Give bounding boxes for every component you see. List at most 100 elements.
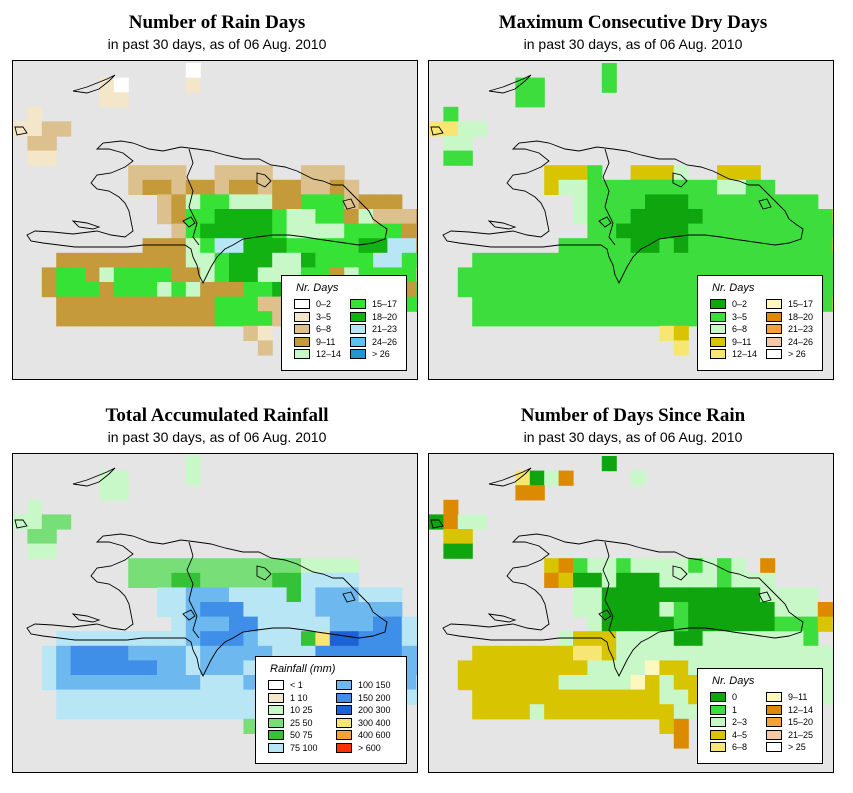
legend-item: 0 — [710, 691, 737, 703]
grid-cell — [457, 136, 473, 152]
grid-cell — [99, 77, 115, 93]
grid-cell — [185, 311, 201, 327]
legend-label: 10 25 — [290, 705, 313, 716]
grid-cell — [243, 558, 259, 574]
grid-cell — [573, 704, 588, 720]
grid-cell — [243, 223, 259, 239]
grid-cell — [185, 645, 201, 661]
grid-cell — [142, 675, 158, 691]
grid-cell — [301, 616, 316, 632]
map-svg — [429, 63, 833, 356]
grid-cell — [688, 631, 704, 647]
grid-cell — [344, 209, 360, 225]
grid-cell — [616, 179, 632, 195]
grid-cell — [301, 572, 316, 588]
grid-cell — [344, 587, 360, 603]
grid-cell — [157, 209, 172, 225]
grid-cell — [200, 689, 216, 705]
grid-cell — [803, 238, 819, 254]
grid-cell — [472, 514, 488, 530]
grid-cell — [515, 296, 531, 312]
grid-cell — [673, 311, 689, 327]
grid-cell — [243, 267, 259, 283]
grid-cell — [630, 252, 646, 268]
grid-cell — [501, 675, 516, 691]
legend-item: 150 200 — [336, 692, 391, 704]
grid-cell — [171, 558, 187, 574]
grid-cell — [630, 675, 646, 691]
grid-cell — [529, 660, 545, 676]
legend-label: 6–8 — [732, 324, 748, 335]
grid-cell — [544, 165, 560, 181]
grid-cell — [760, 645, 776, 661]
grid-cell — [645, 223, 660, 239]
coast-outline — [430, 126, 444, 136]
grid-cell — [329, 558, 345, 574]
grid-cell — [185, 689, 201, 705]
grid-cell — [56, 252, 72, 268]
grid-cell — [717, 252, 732, 268]
grid-cell — [56, 311, 72, 327]
grid-cell — [185, 616, 201, 632]
grid-cell — [472, 252, 488, 268]
grid-cell — [229, 602, 244, 618]
grid-cell — [486, 252, 502, 268]
legend-item: > 26 — [350, 348, 390, 360]
grid-cell — [70, 267, 86, 283]
grid-cell — [659, 325, 675, 341]
legend-swatch — [766, 349, 782, 360]
grid-cell — [387, 209, 403, 225]
grid-cell — [745, 572, 761, 588]
grid-cell — [587, 689, 603, 705]
grid-cell — [257, 340, 273, 356]
grid-cell — [344, 602, 360, 618]
grid-cell — [673, 587, 689, 603]
grid-cell — [673, 267, 689, 283]
grid-cell — [41, 645, 57, 661]
grid-cell — [315, 165, 331, 181]
legend-swatch — [766, 692, 782, 702]
coast-outline — [758, 591, 772, 603]
legend-label: 2–3 — [732, 717, 748, 728]
grid-cell — [157, 572, 172, 588]
grid-cell — [515, 645, 531, 661]
grid-cell — [659, 194, 675, 210]
grid-cell — [558, 252, 574, 268]
grid-cell — [544, 704, 560, 720]
grid-cell — [544, 660, 560, 676]
grid-cell — [645, 602, 660, 618]
grid-cell — [272, 558, 288, 574]
grid-cell — [515, 267, 531, 283]
grid-cell — [659, 252, 675, 268]
grid-cell — [329, 209, 345, 225]
legend-swatch — [350, 299, 366, 309]
legend-item: 25 50 — [268, 717, 313, 729]
grid-cell — [731, 587, 747, 603]
grid-cell — [515, 92, 531, 108]
grid-cell — [601, 704, 617, 720]
map-frame: Nr. Days 0–2 3–5 6–8 9–11 12–14 15–17 18–20 21–… — [428, 60, 834, 380]
grid-cell — [27, 529, 43, 545]
grid-cell — [113, 689, 129, 705]
grid-cell — [745, 602, 761, 618]
grid-cell — [832, 675, 833, 691]
grid-cell — [616, 660, 632, 676]
grid-cell — [142, 689, 158, 705]
grid-cell — [673, 194, 689, 210]
legend-item: 9–11 — [294, 336, 335, 348]
grid-cell — [128, 296, 144, 312]
grid-cell — [544, 675, 560, 691]
grid-cell — [745, 252, 761, 268]
grid-cell — [142, 179, 158, 195]
grid-cell — [243, 689, 259, 705]
grid-cell — [99, 660, 115, 676]
grid-cell — [70, 675, 86, 691]
grid-cell — [645, 282, 660, 298]
grid-cell — [214, 704, 230, 720]
grid-cell — [171, 209, 187, 225]
grid-cell — [286, 194, 302, 210]
grid-cell — [272, 194, 288, 210]
legend-swatch — [336, 705, 352, 716]
grid-cell — [401, 252, 417, 268]
grid-cell — [486, 311, 502, 327]
